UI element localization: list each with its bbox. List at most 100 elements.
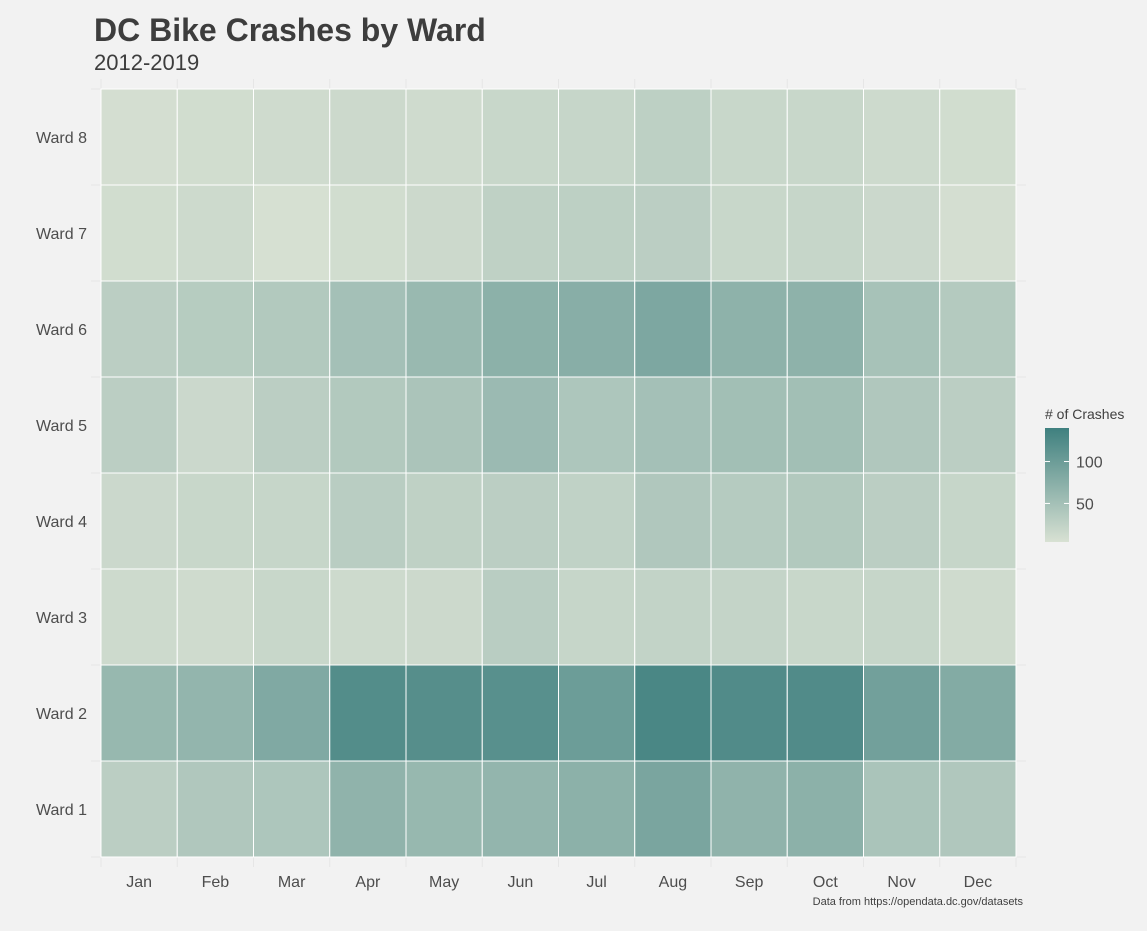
heatmap-tile-ward-2-apr — [329, 664, 407, 762]
heatmap-tile-ward-7-mar — [253, 184, 331, 282]
heatmap-tile-ward-2-dec — [939, 664, 1017, 762]
heatmap-tile-ward-3-may — [405, 568, 483, 666]
heatmap-tile-ward-1-sep — [710, 760, 788, 858]
heatmap-tile-ward-4-jul — [558, 472, 636, 570]
heatmap-tile-ward-7-jul — [558, 184, 636, 282]
heatmap-tile-ward-7-oct — [786, 184, 864, 282]
heatmap-tile-ward-1-oct — [786, 760, 864, 858]
heatmap-tile-ward-1-aug — [634, 760, 712, 858]
x-tick-label: Sep — [735, 874, 764, 891]
heatmap-tile-ward-8-nov — [863, 88, 941, 186]
heatmap-tile-ward-6-feb — [176, 280, 254, 378]
heatmap-tile-ward-6-nov — [863, 280, 941, 378]
chart-subtitle: 2012-2019 — [94, 50, 200, 75]
heatmap-tile-ward-7-aug — [634, 184, 712, 282]
heatmap-tile-ward-5-sep — [710, 376, 788, 474]
x-tick-label: Jan — [126, 874, 152, 891]
x-tick-label: Nov — [887, 874, 915, 891]
heatmap-tile-ward-7-dec — [939, 184, 1017, 282]
x-tick-label: Jul — [586, 874, 606, 891]
heatmap-tile-ward-2-sep — [710, 664, 788, 762]
heatmap-tile-ward-2-feb — [176, 664, 254, 762]
legend-label: 100 — [1076, 455, 1103, 472]
heatmap-tile-ward-4-jun — [481, 472, 559, 570]
y-tick-label: Ward 3 — [36, 610, 87, 627]
heatmap-tile-ward-5-may — [405, 376, 483, 474]
heatmap-tile-ward-5-jan — [100, 376, 178, 474]
heatmap-tile-ward-1-jul — [558, 760, 636, 858]
legend-title: # of Crashes — [1045, 406, 1124, 422]
heatmap-tile-ward-3-nov — [863, 568, 941, 666]
heatmap-tile-ward-1-dec — [939, 760, 1017, 858]
heatmap-tile-ward-2-jun — [481, 664, 559, 762]
y-tick-label: Ward 2 — [36, 706, 87, 723]
heatmap-tile-ward-6-jul — [558, 280, 636, 378]
heatmap-tile-ward-3-dec — [939, 568, 1017, 666]
heatmap-tile-ward-5-oct — [786, 376, 864, 474]
y-tick-label: Ward 5 — [36, 418, 87, 435]
heatmap-tile-ward-1-mar — [253, 760, 331, 858]
heatmap-tile-ward-5-feb — [176, 376, 254, 474]
chart-title: DC Bike Crashes by Ward — [94, 12, 486, 48]
heatmap-tile-ward-4-feb — [176, 472, 254, 570]
y-tick-label: Ward 6 — [36, 322, 87, 339]
heatmap-tile-ward-2-aug — [634, 664, 712, 762]
heatmap-tile-ward-6-mar — [253, 280, 331, 378]
y-tick-label: Ward 4 — [36, 514, 87, 531]
heatmap-tile-ward-3-aug — [634, 568, 712, 666]
heatmap-tile-ward-6-oct — [786, 280, 864, 378]
heatmap-tile-ward-4-may — [405, 472, 483, 570]
x-tick-label: Aug — [659, 874, 687, 891]
heatmap-tile-ward-3-sep — [710, 568, 788, 666]
heatmap-tile-ward-4-sep — [710, 472, 788, 570]
heatmap-tile-ward-6-sep — [710, 280, 788, 378]
heatmap-tile-ward-6-jun — [481, 280, 559, 378]
heatmap-tile-ward-1-jan — [100, 760, 178, 858]
legend: # of Crashes 50 100 — [1045, 406, 1124, 542]
heatmap-tile-ward-5-mar — [253, 376, 331, 474]
heatmap-tile-ward-5-nov — [863, 376, 941, 474]
x-tick-label: Dec — [964, 874, 992, 891]
heatmap-tile-ward-4-dec — [939, 472, 1017, 570]
chart-caption: Data from https://opendata.dc.gov/datase… — [812, 896, 1023, 908]
heatmap-tile-ward-4-oct — [786, 472, 864, 570]
y-tick-label: Ward 7 — [36, 226, 87, 243]
x-tick-label: Oct — [813, 874, 838, 891]
heatmap-tile-ward-8-apr — [329, 88, 407, 186]
heatmap-tile-ward-2-may — [405, 664, 483, 762]
x-tick-label: Apr — [355, 874, 381, 891]
heatmap-tile-ward-8-jun — [481, 88, 559, 186]
heatmap-tile-ward-3-mar — [253, 568, 331, 666]
heatmap-tile-ward-5-jul — [558, 376, 636, 474]
heatmap-tile-ward-8-oct — [786, 88, 864, 186]
heatmap-tile-ward-3-jul — [558, 568, 636, 666]
heatmap-tile-ward-1-may — [405, 760, 483, 858]
heatmap-tile-ward-6-may — [405, 280, 483, 378]
heatmap-tile-ward-2-jan — [100, 664, 178, 762]
heatmap-tile-ward-6-dec — [939, 280, 1017, 378]
heatmap-tile-ward-1-jun — [481, 760, 559, 858]
heatmap-tile-ward-4-aug — [634, 472, 712, 570]
heatmap-tile-ward-7-feb — [176, 184, 254, 282]
heatmap-tile-ward-5-aug — [634, 376, 712, 474]
heatmap-tile-ward-5-jun — [481, 376, 559, 474]
heatmap-tile-ward-2-oct — [786, 664, 864, 762]
heatmap-tile-ward-4-mar — [253, 472, 331, 570]
heatmap-tile-ward-8-mar — [253, 88, 331, 186]
heatmap-tile-ward-7-jan — [100, 184, 178, 282]
heatmap-tile-ward-3-feb — [176, 568, 254, 666]
x-tick-label: Jun — [507, 874, 533, 891]
x-tick-label: Feb — [202, 874, 230, 891]
heatmap-tile-ward-2-nov — [863, 664, 941, 762]
x-tick-label: Mar — [278, 874, 306, 891]
heatmap-tile-ward-7-may — [405, 184, 483, 282]
heatmap-tile-ward-4-nov — [863, 472, 941, 570]
heatmap-tile-ward-8-aug — [634, 88, 712, 186]
heatmap-tile-ward-2-jul — [558, 664, 636, 762]
heatmap-tile-ward-6-jan — [100, 280, 178, 378]
heatmap-tile-ward-7-apr — [329, 184, 407, 282]
heatmap-tile-ward-6-apr — [329, 280, 407, 378]
heatmap-tile-ward-3-jan — [100, 568, 178, 666]
heatmap-tile-ward-5-dec — [939, 376, 1017, 474]
